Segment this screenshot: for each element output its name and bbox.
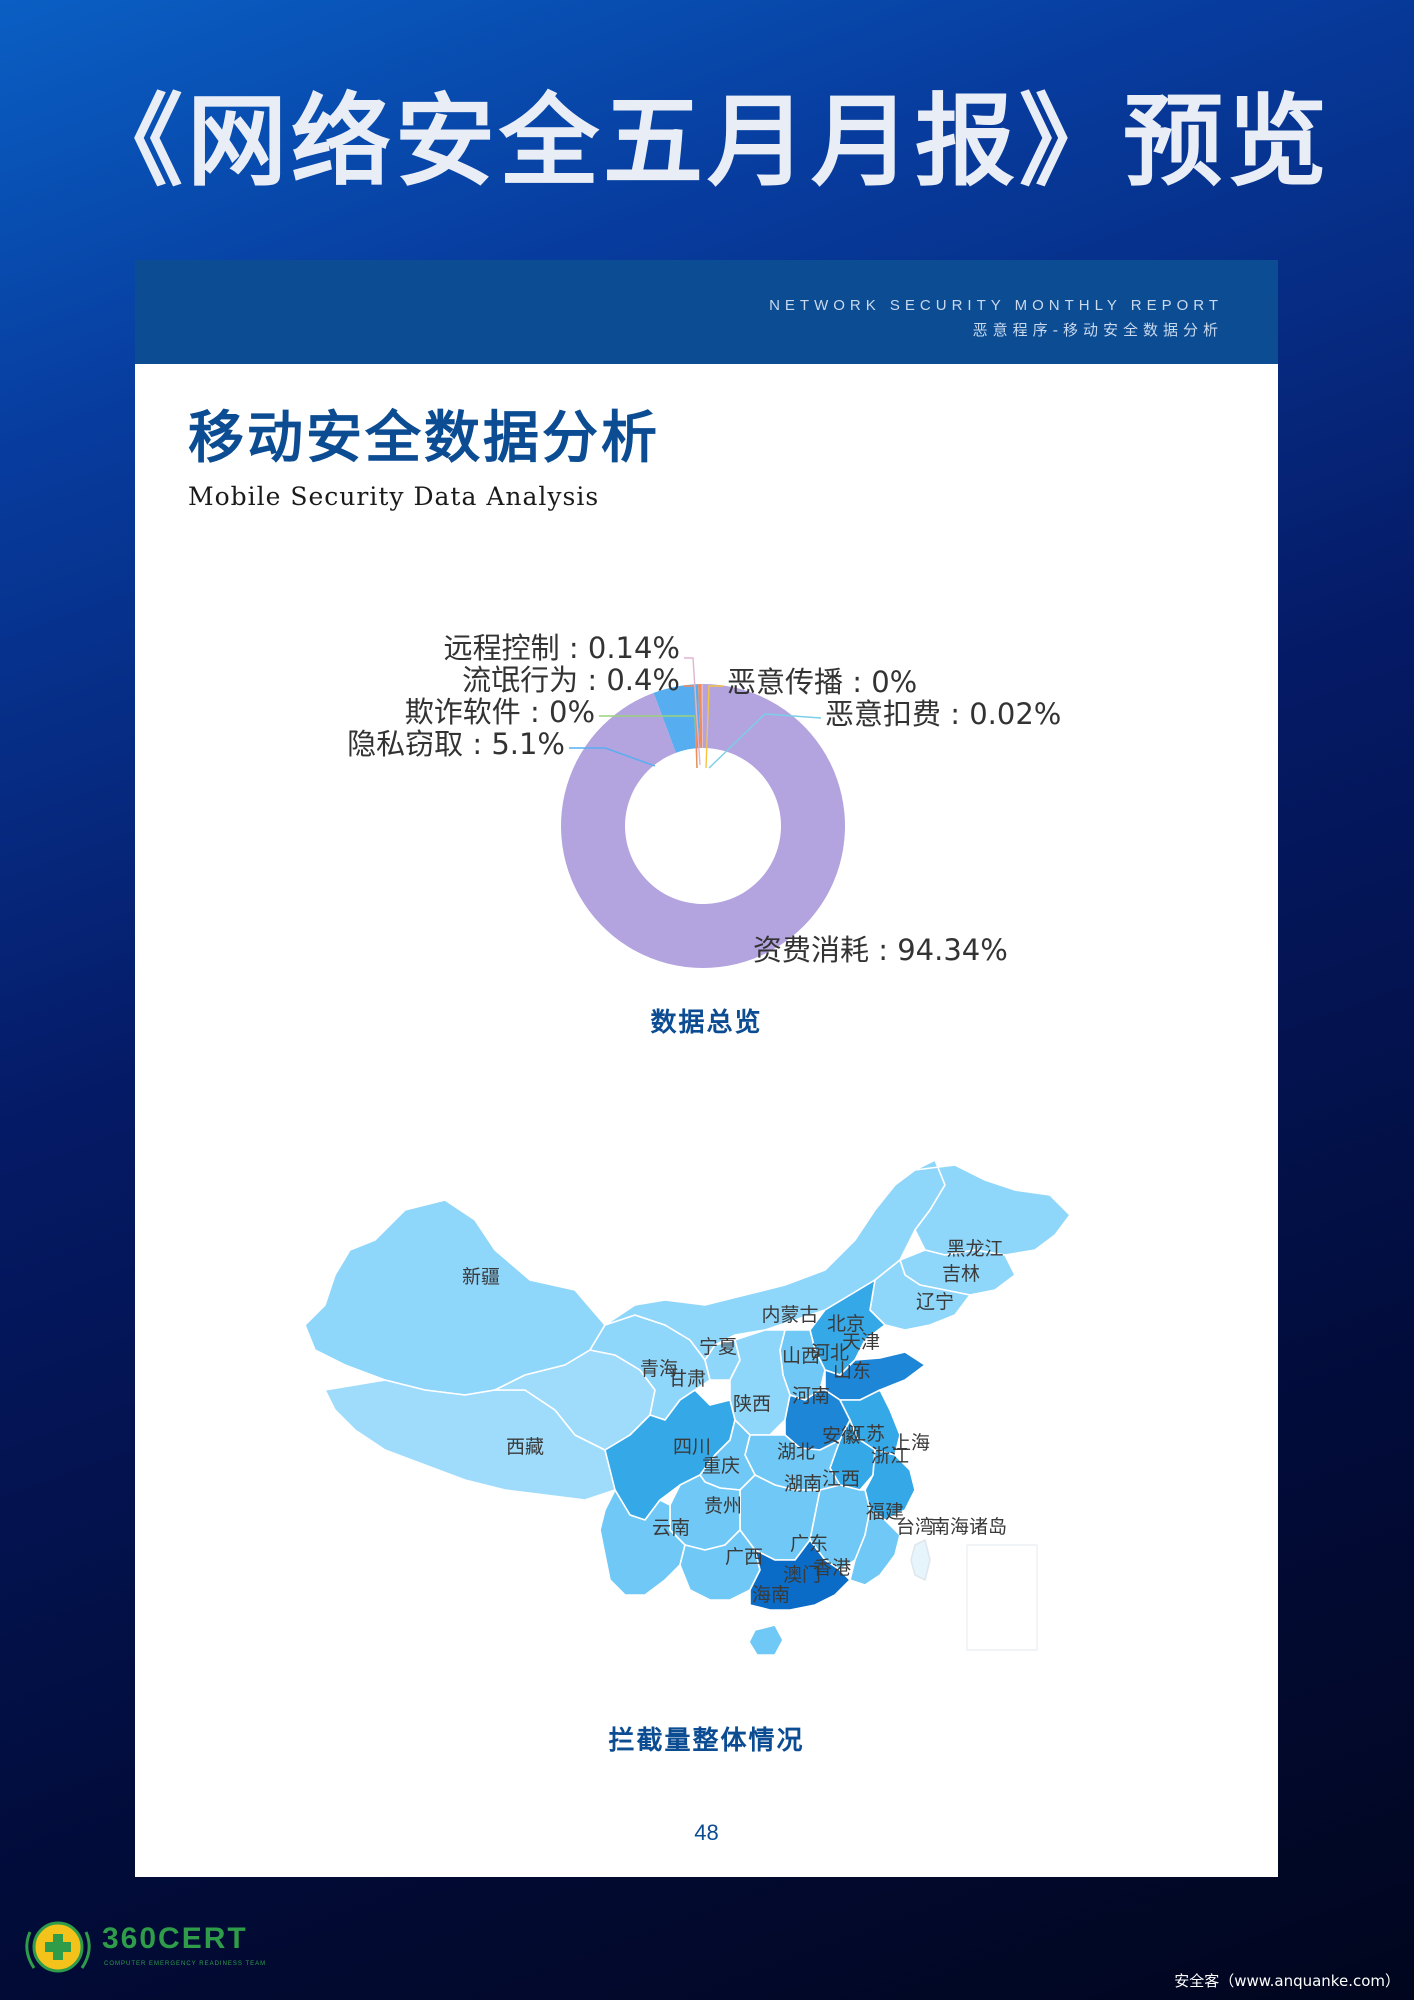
section-subtitle: Mobile Security Data Analysis (188, 482, 600, 511)
map-region-taiwan (910, 1539, 931, 1581)
map-label-四川: 四川 (673, 1436, 711, 1458)
map-region-fujian (849, 1509, 901, 1586)
section-title: 移动安全数据分析 (188, 406, 660, 471)
map-label-天津: 天津 (842, 1331, 880, 1353)
map-label-江苏: 江苏 (847, 1423, 885, 1445)
donut-chart: 资费消耗 : 94.34% 隐私窃取 : 5.1%欺诈软件 : 0%流氓行为 : … (347, 631, 1061, 968)
logo-subtext: COMPUTER EMERGENCY READINESS TEAM (104, 1961, 267, 1967)
map-label-辽宁: 辽宁 (916, 1291, 954, 1313)
map-label-海南: 海南 (752, 1584, 790, 1606)
donut-caption: 数据总览 (650, 1008, 763, 1038)
donut-leader-隐私窃取 (569, 747, 656, 767)
donut-label-隐私窃取: 隐私窃取 : 5.1% (347, 727, 565, 761)
map-label-青海: 青海 (640, 1358, 678, 1380)
logo-text: 360CERT (102, 1922, 248, 1955)
map-label-澳门: 澳门 (783, 1564, 821, 1586)
map-region-hainan (748, 1624, 784, 1656)
donut-leader-远程控制 (684, 657, 701, 766)
donut-label-欺诈软件: 欺诈软件 : 0% (405, 695, 595, 729)
donut-slice-资费消耗 (561, 684, 845, 968)
donut-slice-隐私窃取 (653, 684, 701, 753)
page-title: 《网络安全五月月报》预览 (83, 83, 1331, 200)
map-label-甘肃: 甘肃 (668, 1368, 706, 1390)
donut-leader-恶意传播 (705, 685, 723, 769)
map-label-广东: 广东 (790, 1533, 828, 1555)
map-label-河北: 河北 (811, 1342, 849, 1364)
map-label-宁夏: 宁夏 (699, 1336, 737, 1358)
map-region-shaanxi (729, 1329, 791, 1436)
donut-slice-流氓行为 (698, 684, 703, 749)
map-label-安徽: 安徽 (822, 1425, 860, 1447)
donut-label-恶意传播: 恶意传播 : 0% (727, 665, 917, 699)
header-chinese: 恶意程序-移动安全数据分析 (972, 321, 1223, 339)
map-label-黑龙江: 黑龙江 (946, 1238, 1003, 1260)
map-label-新疆: 新疆 (462, 1266, 500, 1288)
donut-label-远程控制: 远程控制 : 0.14% (444, 631, 680, 665)
map-label-北京: 北京 (827, 1313, 865, 1335)
map-label-山东: 山东 (833, 1360, 871, 1382)
map-label-广西: 广西 (725, 1546, 763, 1568)
map-label-吉林: 吉林 (942, 1263, 980, 1285)
map-label-山西: 山西 (782, 1345, 820, 1367)
donut-leader-恶意扣费 (708, 713, 822, 769)
map-label-香港: 香港 (813, 1557, 851, 1579)
map-label-浙江: 浙江 (871, 1445, 909, 1467)
map-label-云南: 云南 (652, 1517, 690, 1539)
map-label-湖南: 湖南 (784, 1473, 822, 1495)
360cert-logo: 360CERT COMPUTER EMERGENCY READINESS TEA… (20, 1912, 270, 1982)
laurel-shield-icon (25, 1921, 91, 1973)
map-label-福建: 福建 (866, 1501, 904, 1523)
donut-label-流氓行为: 流氓行为 : 0.4% (462, 663, 680, 697)
map-label-台湾: 台湾 (896, 1516, 934, 1538)
map-label-上海: 上海 (892, 1432, 930, 1454)
donut-leader-资费消耗 (732, 911, 749, 955)
donut-label-资费消耗: 资费消耗 : 94.34% (753, 933, 1008, 967)
map-label-河南: 河南 (792, 1385, 830, 1407)
map-label-内蒙古: 内蒙古 (761, 1304, 818, 1326)
map-label-南海诸岛: 南海诸岛 (931, 1516, 1007, 1538)
map-label-陕西: 陕西 (733, 1393, 771, 1415)
map-region-yunnan (599, 1489, 686, 1596)
donut-label-恶意扣费: 恶意扣费 : 0.02% (825, 697, 1061, 731)
page-number: 48 (694, 1820, 719, 1845)
map-label-重庆: 重庆 (702, 1455, 740, 1477)
map-label-贵州: 贵州 (704, 1495, 742, 1517)
header-english: NETWORK SECURITY MONTHLY REPORT (769, 297, 1223, 314)
map-south-sea-box (966, 1544, 1038, 1651)
map-label-湖北: 湖北 (777, 1441, 815, 1463)
map-label-江西: 江西 (822, 1468, 860, 1490)
donut-slice-远程控制 (701, 684, 703, 749)
report-header: NETWORK SECURITY MONTHLY REPORT 恶意程序-移动安… (135, 260, 1278, 364)
map-region-guangdong (749, 1539, 851, 1611)
map-caption: 拦截量整体情况 (608, 1726, 805, 1756)
map-label-西藏: 西藏 (506, 1436, 544, 1458)
report-page: NETWORK SECURITY MONTHLY REPORT 恶意程序-移动安… (135, 260, 1278, 1877)
watermark: 安全客（www.anquanke.com） (1174, 1972, 1400, 1990)
